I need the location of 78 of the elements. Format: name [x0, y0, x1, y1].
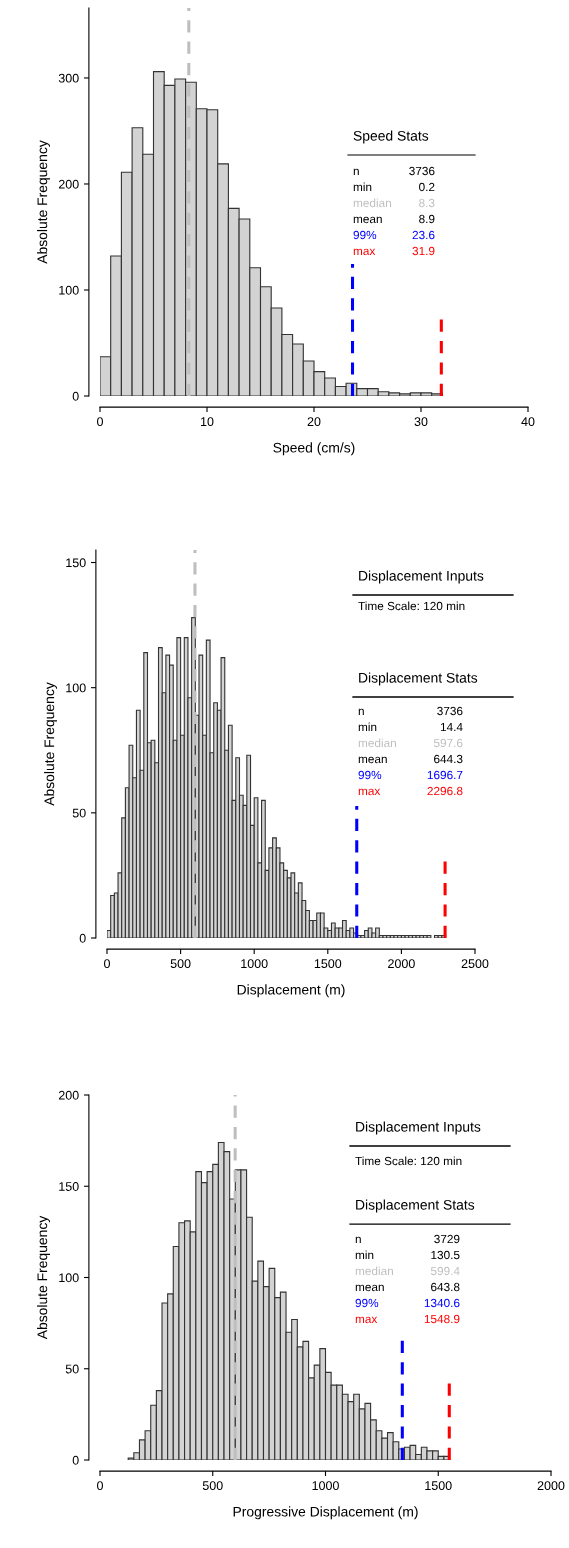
y-tick-label: 200 — [58, 1090, 79, 1100]
x-tick-label: 0 — [104, 959, 110, 969]
annotation: mean — [353, 216, 382, 224]
annotation: Speed Stats — [353, 130, 429, 144]
annotation: mean — [358, 756, 387, 764]
annotation: Displacement Stats — [356, 1199, 475, 1213]
annotation: 99% — [358, 770, 382, 780]
x-tick-label: 1500 — [314, 959, 342, 969]
y-tick-label: 100 — [66, 683, 86, 693]
x-tick-label: 10 — [201, 417, 214, 427]
annotation: n — [355, 1236, 361, 1244]
y-tick-label: 50 — [72, 808, 86, 818]
annotation: Displacement Inputs — [359, 570, 484, 584]
annotation: 23.6 — [412, 230, 435, 240]
annotation: n — [353, 168, 359, 176]
x-tick-label: 500 — [202, 1481, 223, 1491]
y-axis-title: Absolute Frequency — [37, 1215, 50, 1340]
annotation: 3729 — [434, 1234, 460, 1244]
annotation: 3736 — [437, 706, 463, 716]
x-axis-title: Speed (cm/s) — [273, 442, 355, 456]
annotation: 643.8 — [431, 1282, 460, 1292]
annotation: 1696.7 — [427, 770, 463, 780]
x-tick-label: 30 — [414, 417, 428, 427]
annotation: max — [353, 248, 376, 256]
annotation: 8.3 — [419, 198, 435, 208]
x-tick-label: 1000 — [312, 1481, 339, 1491]
y-tick-label: 0 — [72, 391, 79, 401]
y-tick-label: 0 — [79, 933, 86, 943]
y-tick-label: 150 — [66, 558, 86, 568]
y-tick-label: 300 — [58, 73, 79, 83]
annotation: 1340.6 — [424, 1298, 460, 1308]
y-tick-label: 0 — [72, 1455, 79, 1465]
y-tick-label: 200 — [58, 179, 79, 189]
y-axis-title: Absolute Frequency — [37, 140, 50, 264]
annotation: 0.2 — [419, 182, 435, 192]
x-tick-label: 20 — [307, 417, 321, 427]
annotation: max — [358, 788, 381, 796]
x-tick-label: 0 — [97, 417, 103, 427]
x-tick-label: 500 — [170, 959, 191, 969]
annotation: mean — [355, 1284, 384, 1292]
annotation: Displacement Stats — [359, 672, 478, 686]
x-tick-label: 1000 — [241, 959, 268, 969]
x-axis-title: Displacement (m) — [237, 984, 345, 998]
annotation: max — [355, 1316, 378, 1324]
annotation: median — [355, 1266, 393, 1276]
annotation: 3736 — [409, 166, 435, 176]
y-tick-label: 100 — [59, 1273, 79, 1283]
annotation: Displacement Inputs — [356, 1121, 481, 1135]
annotation: 31.9 — [412, 246, 435, 256]
x-tick-label: 40 — [521, 417, 535, 427]
annotation: min — [353, 182, 372, 192]
annotation: Time Scale: 120 min — [355, 1156, 462, 1166]
x-tick-label: 2000 — [388, 959, 415, 969]
x-axis-title: Progressive Displacement (m) — [233, 1506, 418, 1520]
annotation: 14.4 — [440, 722, 463, 732]
annotation: min — [355, 1250, 374, 1260]
annotation: 8.9 — [419, 214, 435, 224]
x-tick-label: 0 — [97, 1481, 103, 1491]
y-tick-label: 150 — [59, 1182, 79, 1191]
annotation: n — [358, 708, 364, 716]
annotation: 597.6 — [433, 738, 463, 748]
y-axis-title: Absolute Frequency — [44, 682, 57, 806]
annotation: 99% — [353, 230, 377, 240]
annotation: 599.4 — [430, 1266, 460, 1276]
annotation: min — [358, 722, 377, 732]
annotation: 130.5 — [431, 1250, 460, 1260]
annotation: 1548.9 — [424, 1314, 460, 1324]
x-tick-label: 2500 — [461, 959, 489, 969]
x-tick-label: 2000 — [537, 1481, 565, 1491]
annotation: 99% — [355, 1298, 379, 1308]
annotation: median — [353, 198, 391, 208]
annotation: 2296.8 — [427, 786, 463, 796]
y-tick-label: 50 — [65, 1364, 79, 1374]
annotation: 644.3 — [434, 754, 463, 764]
x-tick-label: 1500 — [425, 1481, 452, 1491]
annotation: Time Scale: 120 min — [358, 601, 465, 611]
annotation: median — [358, 738, 396, 748]
y-tick-label: 100 — [59, 285, 79, 295]
